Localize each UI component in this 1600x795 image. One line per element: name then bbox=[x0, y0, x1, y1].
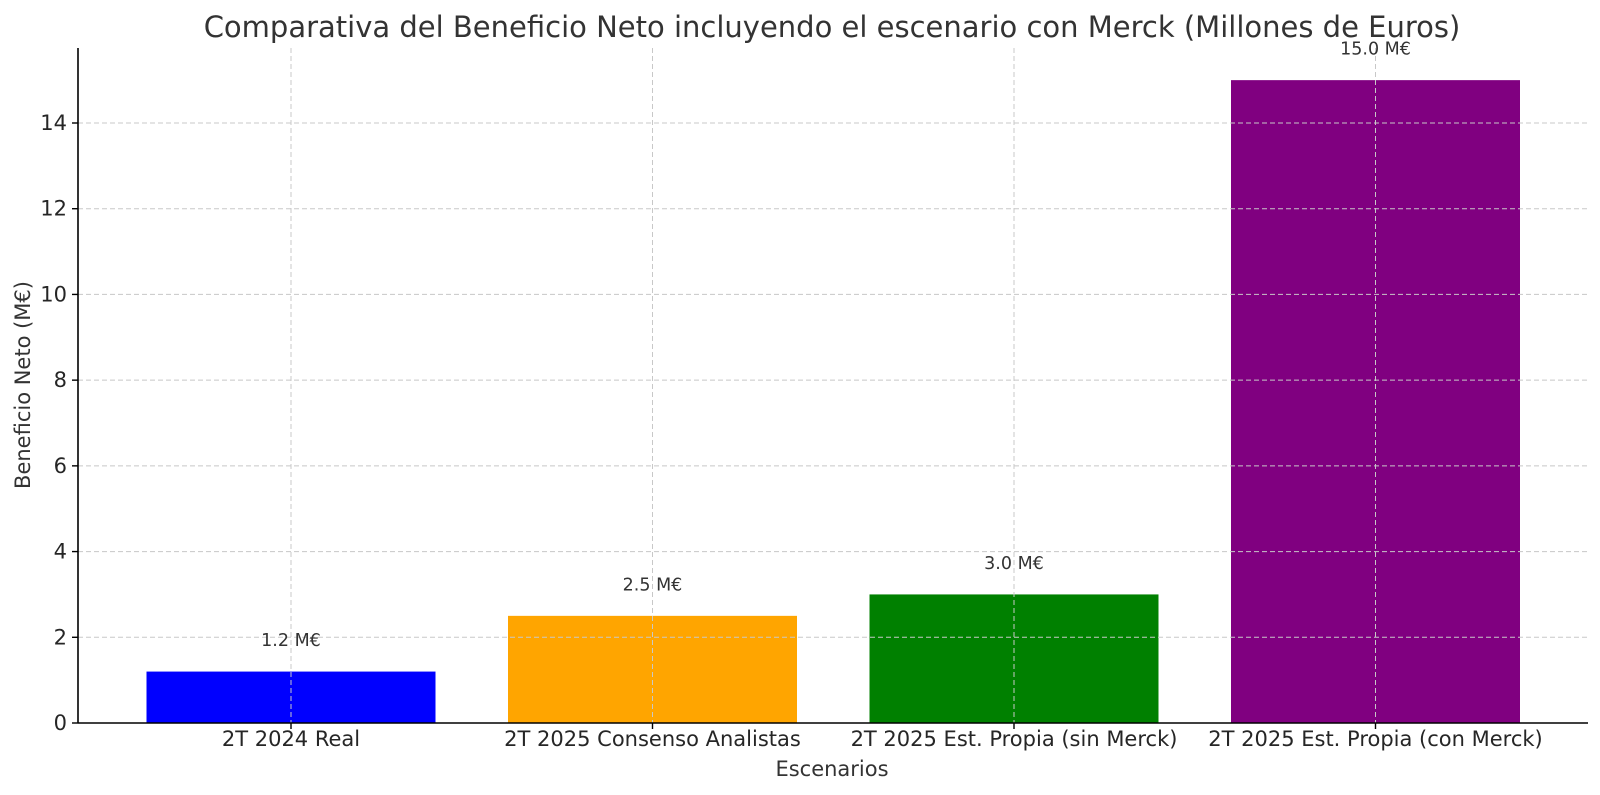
y-axis-title: Beneficio Neto (M€) bbox=[11, 281, 35, 489]
y-tick-label: 12 bbox=[40, 197, 67, 221]
bars-layer bbox=[146, 80, 1520, 723]
x-tick-label: 2T 2024 Real bbox=[222, 727, 360, 751]
bar-value-label: 15.0 M€ bbox=[1340, 40, 1411, 60]
x-tick-label: 2T 2025 Est. Propia (con Merck) bbox=[1208, 727, 1542, 751]
x-tick-label: 2T 2025 Consenso Analistas bbox=[504, 727, 801, 751]
y-tick-label: 14 bbox=[40, 111, 67, 135]
axes-layer: 0 2 4 6 8 10 12 14 2T 2024 Real 2T 2025 Consenso … bbox=[40, 48, 1588, 751]
y-tick-label: 8 bbox=[54, 368, 67, 392]
y-tick-label: 4 bbox=[54, 540, 67, 564]
y-tick-label: 0 bbox=[54, 711, 67, 735]
y-tick-label: 10 bbox=[40, 282, 67, 306]
labels-layer: 1.2 M€ 2.5 M€ 3.0 M€ 15.0 M€ bbox=[261, 40, 1411, 651]
bar-value-label: 3.0 M€ bbox=[984, 554, 1044, 574]
bar-value-label: 2.5 M€ bbox=[623, 575, 683, 595]
y-tick-label: 2 bbox=[54, 625, 67, 649]
x-axis-title: Escenarios bbox=[775, 757, 888, 781]
chart-title: Comparativa del Beneficio Neto incluyend… bbox=[204, 10, 1461, 44]
x-tick-label: 2T 2025 Est. Propia (sin Merck) bbox=[851, 727, 1178, 751]
y-tick-label: 6 bbox=[54, 454, 67, 478]
grid-layer bbox=[78, 48, 1588, 723]
bar-value-label: 1.2 M€ bbox=[261, 631, 321, 651]
